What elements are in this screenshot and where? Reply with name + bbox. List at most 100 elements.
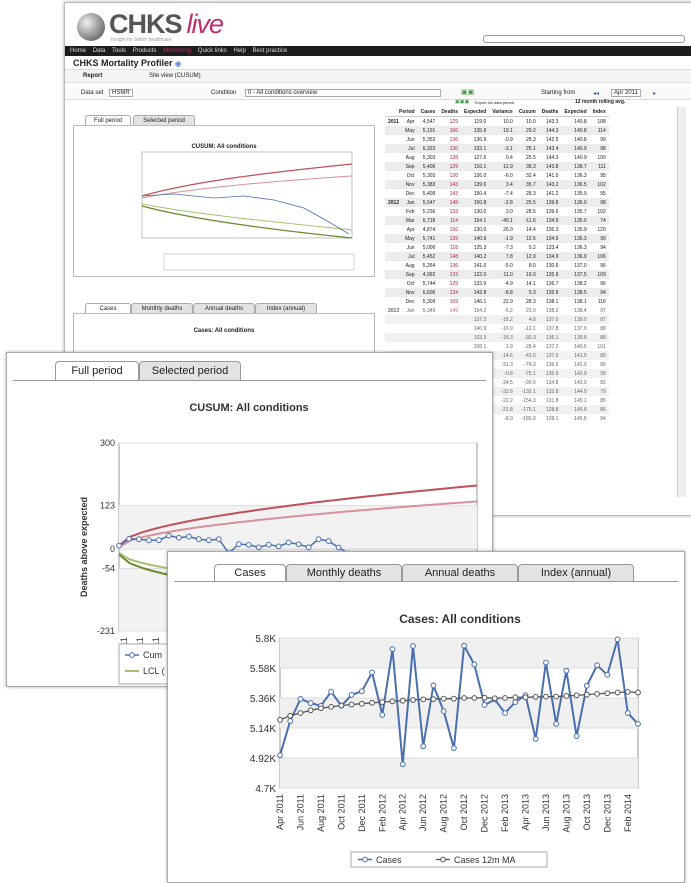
table-row[interactable]: Nov 5,383 143 139.6 3.4 35.7 143.2 136.5 102	[385, 180, 609, 189]
starting-select[interactable]: Apr 2011	[611, 89, 641, 97]
help-icon[interactable]: ◉	[175, 61, 182, 68]
table-row[interactable]: Aug 5,264 136 141.0 -5.0 8.0 130.6 137.0 96	[385, 261, 609, 270]
table-cell: 2012	[385, 198, 403, 207]
nav-help[interactable]: Help	[233, 48, 246, 54]
table-row[interactable]: Nov 5,606 134 142.8 -8.8 5.3 135.9 138.5 94	[385, 288, 609, 297]
cases-point	[450, 745, 457, 752]
table-row[interactable]: May 5,191 166 135.9 19.1 29.2 144.3 140.8 114	[385, 126, 609, 135]
tab-index-mini[interactable]: Index (annual)	[255, 303, 317, 314]
table-cell: 2013	[388, 307, 400, 314]
tab-annual-deaths[interactable]: Annual deaths	[402, 564, 518, 582]
table-row[interactable]: May 5,741 139 140.9 -1.9 12.5 134.9 136.3 99	[385, 234, 609, 243]
table-row[interactable]: Sep 4,992 133 122.0 11.0 19.0 135.9 137.5 109	[385, 270, 609, 279]
cases-ma-point	[491, 695, 498, 702]
cusum-point	[156, 537, 162, 544]
tab-cases-mini[interactable]: Cases	[85, 303, 131, 314]
table-cell: 143.8	[538, 162, 562, 171]
table-header[interactable]: Deaths	[438, 107, 461, 117]
table-cell: 137.8	[545, 325, 559, 332]
table-row[interactable]: Jun 5,353 136 136.9 -0.9 28.3 142.5 140.8 99	[385, 135, 609, 144]
table-row[interactable]: 2013 Jan 5,349 149 154.2 -5.2 23.0 138.2 138.4 97	[385, 306, 609, 315]
table-row[interactable]: Apr 4,874 156 130.0 26.0 14.4 136.3 135.9 120	[385, 225, 609, 234]
nav-quick-links[interactable]: Quick links	[197, 48, 227, 54]
table-row[interactable]: Dec 5,309 169 146.1 22.9 28.3 138.1 138.1 116	[385, 297, 609, 306]
tab-index-annual[interactable]: Index (annual)	[518, 564, 634, 582]
table-row[interactable]: 137.2 -18.2 4.8 137.0 139.0 87	[385, 315, 609, 324]
tab-full-period-mini[interactable]: Full period	[85, 115, 131, 126]
nav-best-practice[interactable]: Best practice	[252, 48, 288, 54]
table-row[interactable]: Jul 5,323 130 133.1 -3.1 25.1 143.4 140.9 98	[385, 144, 609, 153]
x-tick-label: Jun 2013	[541, 794, 551, 831]
x-tick-label: Feb 2014	[623, 794, 633, 832]
table-cell	[385, 225, 402, 234]
table-row[interactable]: Oct 5,744 129 133.9 -4.9 14.1 136.7 138.2 96	[385, 279, 609, 288]
table-row[interactable]: Oct 5,303 120 126.0 -6.0 32.4 141.5 136.3 95	[385, 171, 609, 180]
table-row[interactable]: Aug 5,303 128 127.6 0.4 25.5 144.3 140.9 100	[385, 153, 609, 162]
table-cell: 148	[438, 252, 461, 261]
cases-point	[583, 682, 590, 689]
nav-monitoring[interactable]: Monitoring	[163, 48, 192, 54]
table-header[interactable]: Deaths	[538, 107, 562, 117]
tab-monthly-deaths[interactable]: Monthly deaths	[286, 564, 402, 582]
table-row[interactable]: 108.1 1.9 -28.4 137.2 140.6 101	[385, 342, 609, 351]
table-header[interactable]: Variance	[489, 107, 516, 117]
refresh-icon[interactable]: ▣▣	[461, 89, 475, 96]
table-cell: 5,547	[417, 198, 439, 207]
table-cell: Aug	[405, 262, 415, 269]
table-cell: 133	[449, 208, 458, 215]
next-icon[interactable]: ▸	[653, 91, 657, 97]
nav-tools[interactable]: Tools	[112, 48, 127, 54]
table-header[interactable]: Index	[589, 107, 609, 117]
tab-selected-period[interactable]: Selected period	[139, 361, 241, 381]
table-row[interactable]: Feb 5,236 133 130.0 3.0 28.5 139.6 135.7 102	[385, 207, 609, 216]
table-cell: 99	[600, 136, 606, 143]
table-cell: 8.0	[528, 262, 536, 269]
nav-data[interactable]: Data	[92, 48, 106, 54]
tab-cases[interactable]: Cases	[214, 564, 286, 582]
table-cell: 135.9	[538, 270, 562, 279]
table-header[interactable]: Period	[385, 107, 418, 117]
table-row[interactable]: 2011 Apr 4,547 129 119.0 10.0 10.0 143.3 140.8 10…	[385, 117, 609, 127]
first-page-icon[interactable]: ◂◂	[593, 91, 600, 97]
table-header[interactable]: Cases	[417, 107, 439, 117]
table-cell	[385, 126, 403, 135]
condition-select[interactable]: 0 - All conditions overview	[245, 89, 441, 97]
nav-products[interactable]: Products	[132, 48, 157, 54]
tab-selected-period-mini[interactable]: Selected period	[133, 115, 195, 126]
cases-chart: Cases: All conditions 5.8K 5.58K 5.36K 5.14K…	[250, 612, 641, 868]
table-cell: 87	[589, 315, 609, 324]
table-row[interactable]: Jul 5,452 148 140.2 7.8 12.9 134.9 136.9 106	[385, 252, 609, 261]
table-header[interactable]: Expected	[561, 107, 590, 117]
table-cell: 25.5	[515, 198, 539, 207]
table-row[interactable]: 2012 Jan 5,547 149 150.8 -2.8 25.5 139.8 136.0 98	[385, 198, 609, 207]
table-cell: 132.8	[538, 387, 562, 396]
tab-monthly-deaths-mini[interactable]: Monthly deaths	[131, 303, 193, 314]
y-tick-label: 0	[110, 544, 115, 554]
table-row[interactable]: Dec 5,409 143 150.4 -7.4 28.3 141.2 135.9 95	[385, 189, 609, 198]
tab-full-period[interactable]: Full period	[55, 361, 139, 381]
table-header[interactable]: Cusum	[515, 107, 539, 117]
cases-ma-point	[379, 699, 386, 705]
table-row[interactable]: Sep 5,406 129 116.1 12.9 38.3 143.8 138.7 111	[385, 162, 609, 171]
table-cell: 140.9	[473, 325, 487, 332]
dataset-select[interactable]: HSMR	[109, 89, 133, 97]
table-header[interactable]: Expected	[461, 107, 490, 117]
table-cell: 114	[589, 126, 609, 135]
table-cell: -30.3	[515, 333, 539, 342]
table-cell: Dec	[405, 190, 415, 197]
table-scrollbar[interactable]	[677, 107, 686, 497]
table-row[interactable]: Jun 5,006 118 125.3 -7.3 5.2 133.4 136.3 94	[385, 243, 609, 252]
table-cell	[438, 324, 461, 333]
legend-marker	[362, 856, 368, 863]
table-row[interactable]: 103.3 -18.3 -30.3 136.1 139.8 88	[385, 333, 609, 342]
top-nav: Home Data Tools Products Monitoring Quic…	[65, 46, 691, 56]
table-row[interactable]: 140.9 -16.9 -12.1 137.8 137.9 88	[385, 324, 609, 333]
export-label[interactable]: Export full data period	[475, 100, 514, 105]
user-field[interactable]	[483, 35, 685, 43]
export-icons[interactable]: ▣▣▣	[455, 99, 470, 105]
tab-annual-deaths-mini[interactable]: Annual deaths	[193, 303, 255, 314]
nav-home[interactable]: Home	[70, 48, 87, 54]
report-value[interactable]: Site view (CUSUM)	[149, 73, 201, 79]
table-cell: 137.9	[574, 325, 587, 332]
table-row[interactable]: Mar 5,718 114 154.1 -40.1 -11.6 134.9 135.0 74	[385, 216, 609, 225]
